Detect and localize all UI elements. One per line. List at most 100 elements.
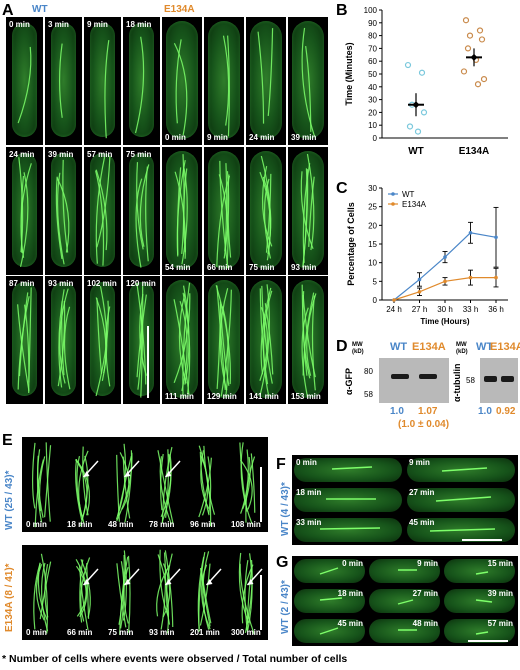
frame-time-label: 18 min (337, 589, 363, 598)
scale-bar (462, 539, 502, 541)
x-axis-label: Time (Hours) (420, 317, 470, 326)
microtubule-strand (267, 28, 274, 116)
data-point (460, 68, 468, 75)
y-tick-label: 10 (368, 121, 377, 130)
microtubule-strand (261, 166, 273, 247)
data-point (462, 17, 470, 24)
panel-a-mut-frame: 93 min (288, 147, 328, 275)
microtubule-strand (58, 289, 65, 388)
panel-g-frame: 48 min (367, 616, 442, 646)
panel-e-strip-frame: 0 min 18 min 48 min 78 min 96 min 108 min (22, 437, 268, 532)
microtubule-strand (17, 304, 30, 392)
panel-f-letter: F (276, 456, 286, 473)
panel-g-frame: 27 min (367, 586, 442, 616)
microtubule-strand (178, 293, 187, 384)
frame-time-label: 39 min (48, 150, 74, 159)
microtubule-strand (59, 43, 63, 118)
microtubule-strand (35, 564, 45, 621)
y-tick-label: 80 (368, 32, 377, 41)
data-point (480, 76, 488, 83)
microtubule-strand (200, 455, 209, 516)
microtubule-strand (44, 563, 49, 618)
microtubule-strand (95, 170, 105, 266)
spindle-overlay (319, 597, 343, 601)
panel-g-frame: 39 min (442, 586, 517, 616)
microtubule-strand (33, 562, 41, 630)
frame-time-label: 27 min (409, 488, 435, 497)
panel-d-mw-label: MW (kD) (352, 342, 364, 355)
y-tick-label: 30 (368, 184, 377, 193)
panel-e-frame: 78 min (145, 437, 186, 532)
microtubule-strand (57, 300, 66, 387)
panel-f-frame-grid: 0 min 9 min 18 min 27 min 33 min 45 min (292, 455, 518, 545)
microtubule-strand (222, 35, 230, 126)
panel-e-frame: 75 min (104, 545, 145, 640)
panel-a-wt-frame: 24 min (6, 147, 43, 275)
frame-time-label: 153 min (291, 392, 321, 401)
panel-d-gfp-axis: α-GFP (344, 367, 354, 395)
spindle-overlay (398, 569, 417, 571)
microtubule-strand (137, 307, 143, 390)
microtubule-strand (179, 300, 188, 391)
panel-d-letter: D (336, 338, 348, 355)
frame-time-label: 201 min (190, 628, 220, 637)
microtubule-strand (331, 466, 373, 470)
y-tick-label: 25 (368, 203, 377, 212)
microtubule-strand (260, 155, 271, 261)
microtubule-strand (475, 599, 493, 603)
series-line (393, 232, 497, 301)
cell-body (250, 21, 282, 139)
cell-body (294, 518, 402, 542)
microtubule-strand (56, 177, 70, 253)
y-tick-label: 20 (368, 108, 377, 117)
y-tick-label: 15 (368, 240, 377, 249)
microtubule-strand (319, 597, 343, 601)
legend-marker (391, 202, 395, 206)
microtubule-strand (397, 599, 414, 605)
frame-time-label: 18 min (67, 520, 93, 529)
panel-g-frame: 18 min (292, 586, 367, 616)
frame-time-label: 0 min (165, 133, 186, 142)
panel-d-tub-mut-header: E134A (490, 341, 520, 353)
x-tick-label: 36 h (488, 305, 504, 314)
frame-time-label: 9 min (417, 559, 438, 568)
frame-time-label: 9 min (87, 20, 108, 29)
panel-a-wt-frame: 0 min (6, 17, 43, 145)
legend-marker (391, 192, 395, 196)
panel-e-mut-side-label: E134A (8 / 41)* (4, 563, 15, 632)
data-point (476, 27, 484, 34)
panel-f-frame: 33 min (292, 515, 405, 545)
arrow-head-icon (247, 579, 254, 585)
spindle-overlay (475, 631, 489, 635)
microtubule-strand (40, 553, 49, 634)
spindle-overlay (104, 40, 110, 139)
cell-body (444, 559, 515, 583)
microtubule-strand (305, 46, 312, 132)
microtubule-strand (75, 458, 83, 521)
frame-time-label: 24 min (249, 133, 275, 142)
microtubule-strand (475, 631, 489, 635)
microtubule-strand (122, 456, 131, 519)
microtubule-strand (475, 571, 489, 575)
cell-body (444, 619, 515, 643)
microtubule-strand (227, 35, 230, 137)
data-point (474, 81, 482, 88)
frame-time-label: 24 min (9, 150, 35, 159)
cell-body (407, 488, 515, 512)
x-tick-label: 30 h (437, 305, 453, 314)
panel-f-side-label: WT (4 / 43)* (280, 482, 291, 536)
mean-marker (470, 53, 478, 61)
y-axis-label: Percentage of Cells (346, 202, 356, 286)
microtubule-strand (219, 288, 229, 391)
spindle-overlay (429, 528, 496, 532)
microtubule-strand (39, 456, 46, 512)
spindle-overlay (134, 36, 145, 134)
microtubule-strand (118, 554, 125, 625)
microtubule-strand (136, 162, 144, 250)
cell-body (369, 619, 440, 643)
panel-e-frame: 48 min (104, 437, 145, 532)
panel-d-tub-wt-value: 1.0 (478, 406, 492, 417)
tubulin-band-wt (484, 376, 497, 382)
frame-time-label: 18 min (296, 488, 322, 497)
microtubule-strand (23, 304, 30, 394)
